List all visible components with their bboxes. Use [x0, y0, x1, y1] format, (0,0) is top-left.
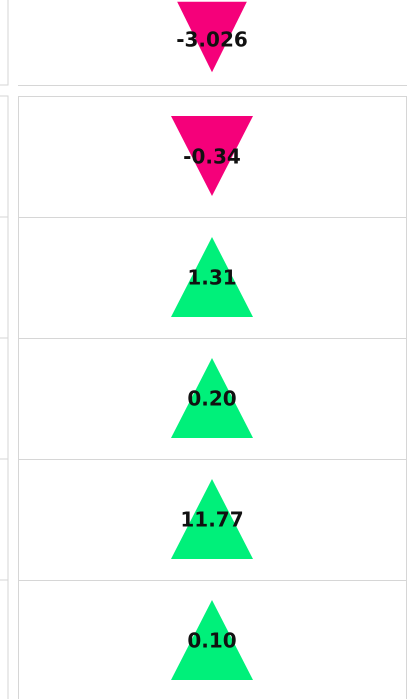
value-label: 0.10 — [187, 629, 236, 653]
panel — [18, 96, 407, 699]
value-label: -0.34 — [183, 145, 241, 169]
value-label: -3.026 — [176, 28, 248, 52]
left-column — [0, 0, 9, 699]
value-label: 11.77 — [180, 508, 243, 532]
up-triangle — [171, 479, 253, 559]
up-triangle — [171, 237, 253, 317]
value-label: 1.31 — [187, 266, 236, 290]
down-triangle — [177, 1, 247, 73]
value-label: 0.20 — [187, 387, 236, 411]
up-triangle — [171, 358, 253, 438]
up-triangle — [171, 600, 253, 680]
down-triangle — [171, 116, 253, 196]
